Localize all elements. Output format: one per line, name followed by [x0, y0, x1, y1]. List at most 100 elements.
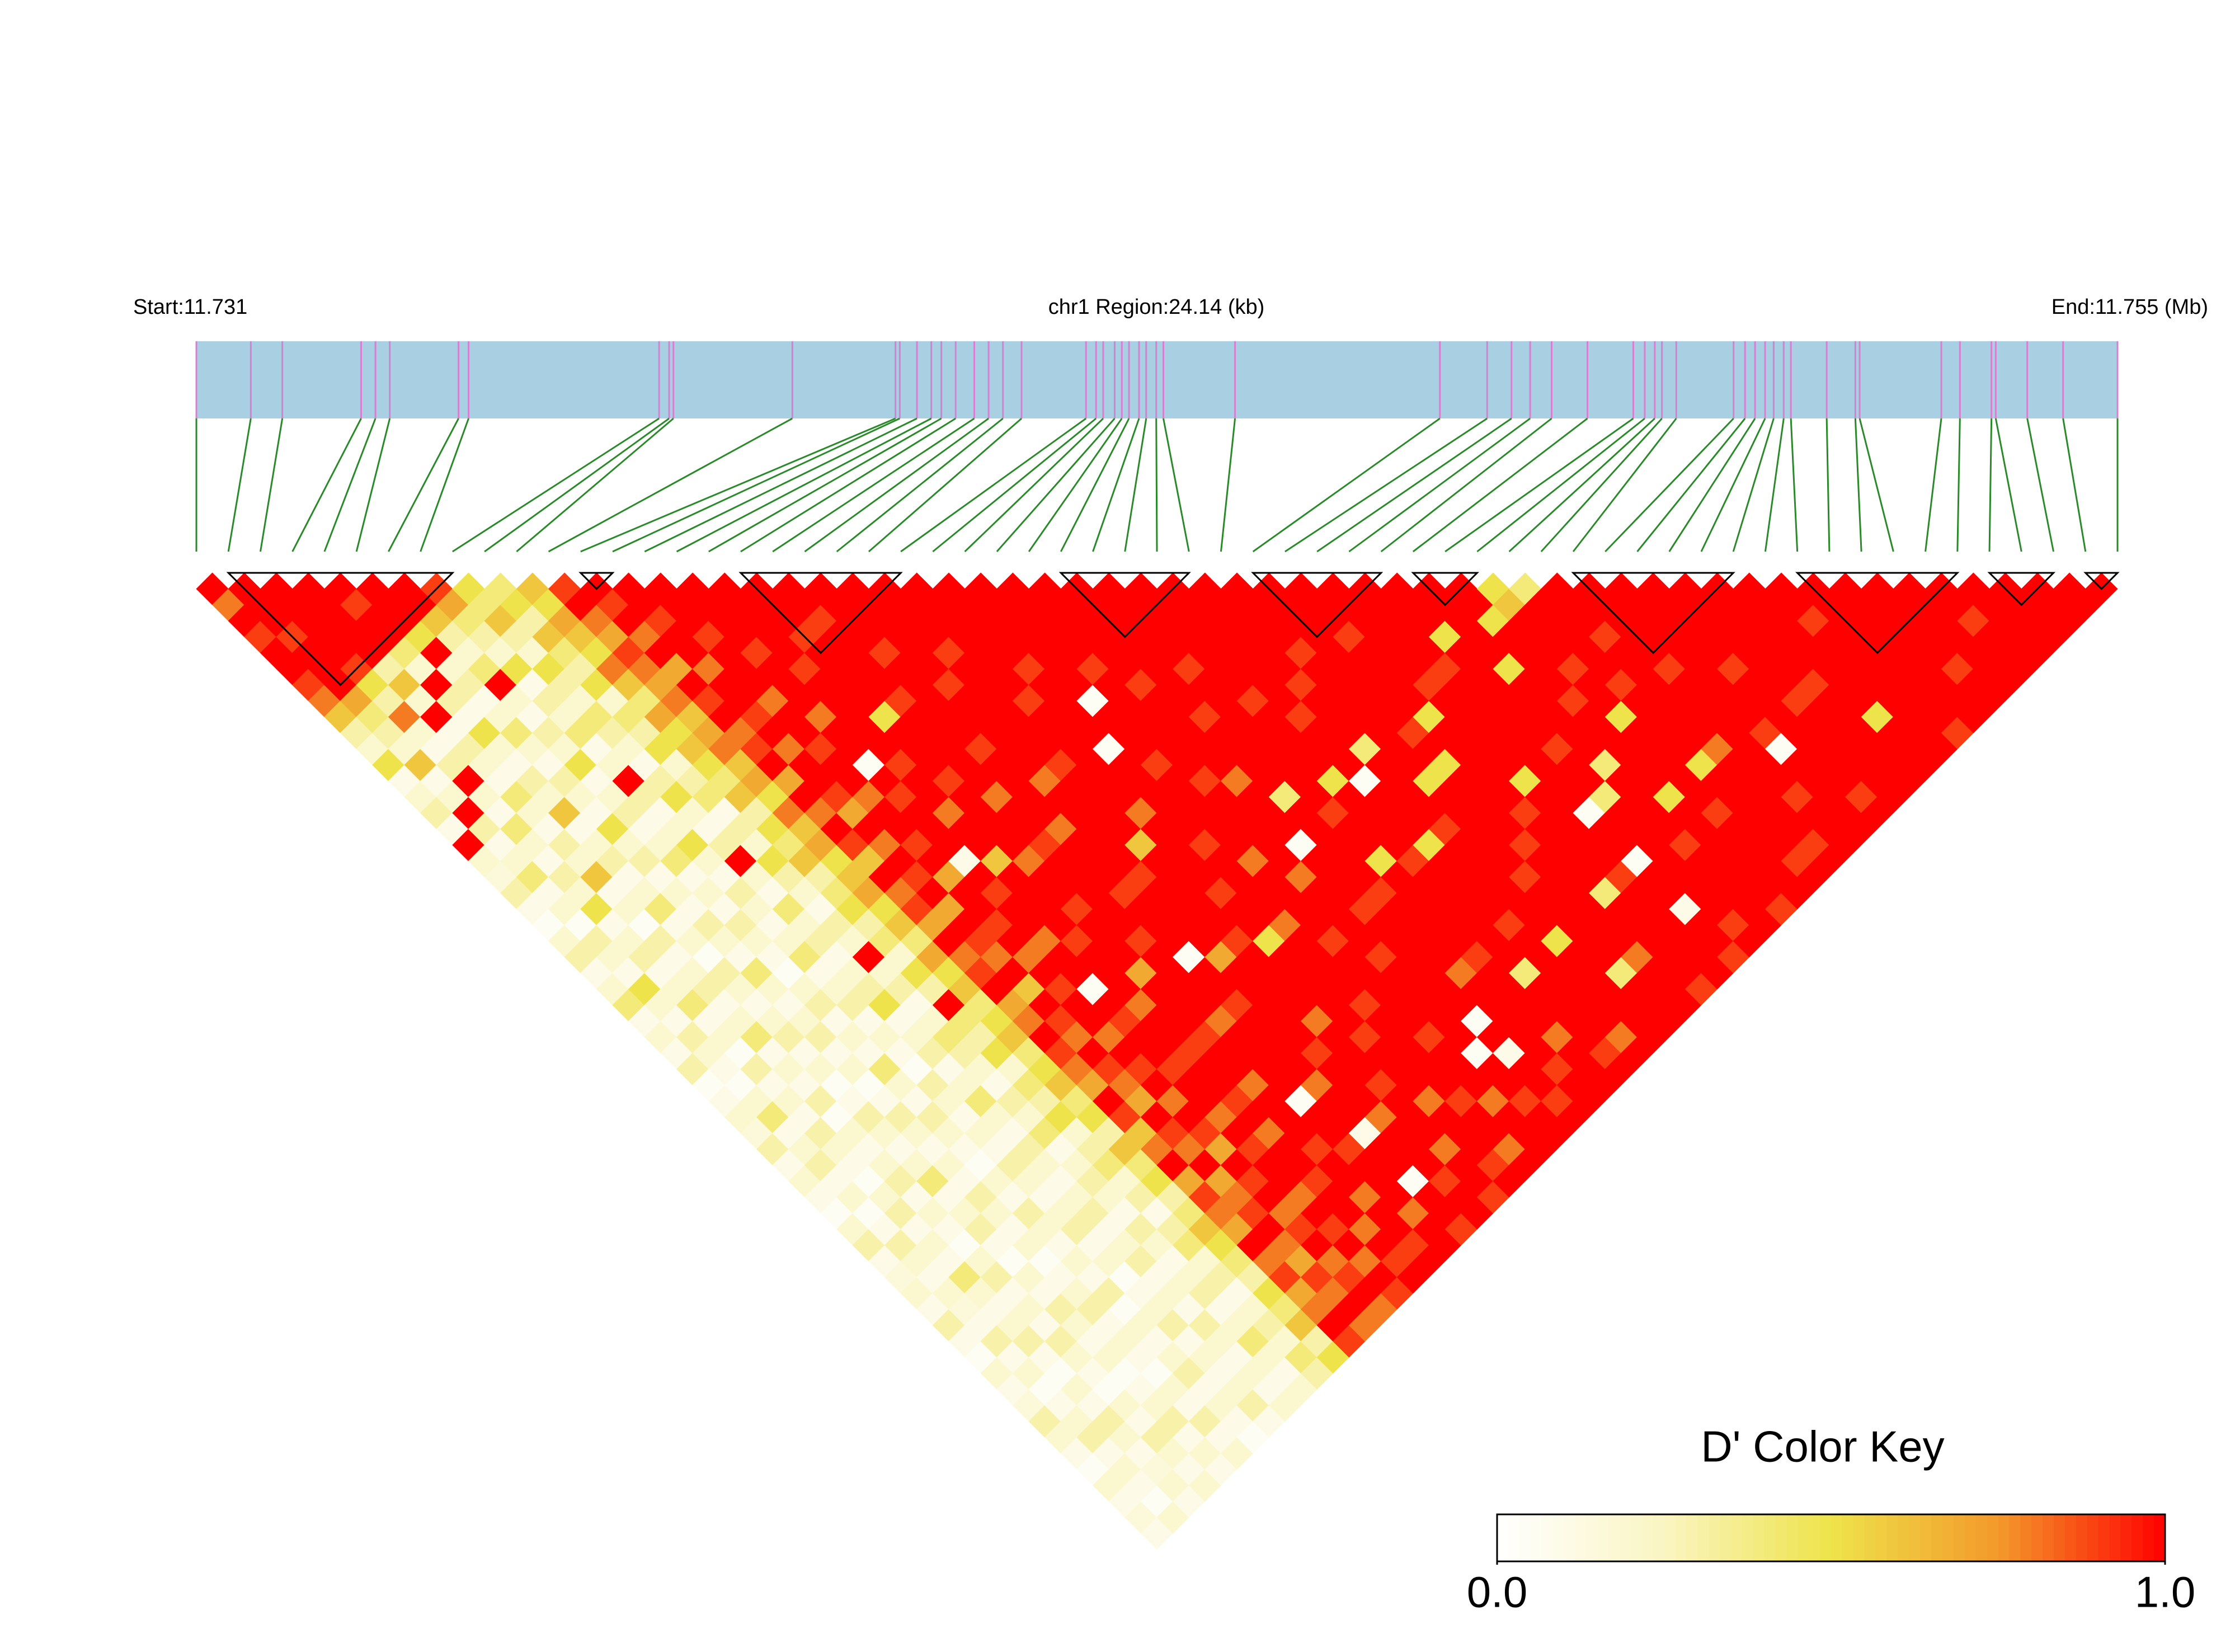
color-key-swatch — [1720, 1514, 1731, 1561]
color-key-swatch — [2020, 1514, 2032, 1561]
snp-link — [484, 417, 670, 553]
snp-link — [1956, 418, 1961, 552]
color-key-swatch — [1730, 1514, 1743, 1561]
snp-link — [1790, 418, 1799, 552]
ld-block — [1987, 572, 2056, 606]
color-key-swatch — [1809, 1514, 1820, 1561]
snp-link — [804, 417, 989, 553]
snp-link — [323, 418, 377, 552]
ld-block — [738, 572, 903, 655]
color-key-swatch — [2031, 1514, 2043, 1561]
snp-link — [1092, 418, 1140, 552]
end-label: End:11.755 (Mb) — [2052, 295, 2208, 319]
snp-link — [1060, 418, 1130, 552]
snp-link — [1854, 418, 1862, 552]
snp-link — [1540, 417, 1663, 553]
snp-link — [676, 417, 932, 553]
color-key-swatch — [1608, 1514, 1620, 1561]
color-key-swatch — [1541, 1514, 1554, 1561]
color-key-swatch — [1630, 1514, 1643, 1561]
snp-link — [1316, 417, 1512, 553]
region-label: chr1 Region:24.14 (kb) — [1048, 295, 1265, 319]
color-key-swatch — [2098, 1514, 2110, 1561]
snp-link — [580, 417, 896, 553]
color-key-swatch — [2009, 1514, 2021, 1561]
color-key-swatch — [1552, 1514, 1564, 1561]
snp-link — [612, 417, 900, 553]
color-key-swatch — [1709, 1514, 1720, 1561]
snp-link — [1572, 418, 1677, 552]
color-key-swatch — [1675, 1514, 1687, 1561]
snp-link — [259, 418, 284, 552]
color-key-swatch — [1653, 1514, 1665, 1561]
snp-link — [420, 418, 469, 552]
snp-link — [1825, 418, 1831, 552]
color-key-swatch — [1753, 1514, 1765, 1561]
snp-link — [452, 417, 660, 553]
snp-link — [1732, 418, 1775, 552]
start-label: Start:11.731 — [133, 295, 247, 319]
color-key-swatch — [1508, 1514, 1520, 1561]
snp-link — [291, 418, 362, 552]
color-key-swatch — [1641, 1514, 1654, 1561]
snp-link — [868, 417, 1022, 553]
snp-link — [996, 418, 1116, 552]
ld-block — [1411, 572, 1479, 606]
snp-link — [1636, 418, 1746, 552]
color-key-swatch — [1775, 1514, 1787, 1561]
color-key-swatch — [1664, 1514, 1676, 1561]
snp-link — [1605, 417, 1734, 553]
color-key-swatch — [1875, 1514, 1888, 1561]
snp-link — [1988, 418, 1993, 552]
color-key-swatch — [1686, 1514, 1698, 1561]
color-key-swatch — [2064, 1514, 2077, 1561]
color-key-title: D' Color Key — [1701, 1422, 1944, 1471]
color-key-swatch — [1909, 1514, 1921, 1561]
color-key-swatch — [1619, 1514, 1631, 1561]
color-key-swatch — [2132, 1514, 2143, 1561]
color-key-swatch — [1975, 1514, 1988, 1561]
color-key-swatch — [2043, 1514, 2054, 1561]
color-key-tick-label: 0.0 — [1467, 1568, 1527, 1617]
snp-link — [1444, 417, 1634, 553]
snp-link — [2062, 418, 2087, 552]
color-key-swatch — [1564, 1514, 1575, 1561]
color-key-swatch — [2154, 1514, 2166, 1561]
snp-link — [836, 417, 1004, 553]
snp-link — [1858, 418, 1894, 552]
color-key-swatch — [2087, 1514, 2099, 1561]
ld-block — [2083, 572, 2120, 590]
color-key-swatch — [1842, 1514, 1854, 1561]
snp-link — [1284, 417, 1488, 553]
snp-link — [1925, 418, 1942, 552]
ld-block — [1571, 572, 1735, 655]
color-key-swatch — [1764, 1514, 1776, 1561]
snp-link — [2026, 418, 2055, 552]
snp-link — [1508, 417, 1655, 553]
snp-link — [772, 417, 975, 553]
color-key-swatch — [1786, 1514, 1798, 1561]
snp-link — [932, 417, 1097, 553]
snp-link — [355, 418, 391, 552]
color-key-swatch — [1953, 1514, 1965, 1561]
snp-link — [1994, 418, 2022, 552]
color-key-swatch — [1931, 1514, 1943, 1561]
ld-block — [226, 572, 455, 686]
color-key-swatch — [1597, 1514, 1609, 1561]
color-key-swatch — [1998, 1514, 2010, 1561]
color-key-border — [1496, 1513, 2166, 1562]
color-key-swatch — [1886, 1514, 1898, 1561]
snp-link — [548, 417, 793, 553]
snp-link — [1220, 418, 1236, 552]
color-key-swatch — [2120, 1514, 2132, 1561]
color-key-swatch — [1697, 1514, 1709, 1561]
color-key-swatch — [1798, 1514, 1809, 1561]
color-key-swatch — [1964, 1514, 1977, 1561]
snp-link — [1252, 417, 1441, 553]
snp-link — [1348, 417, 1531, 553]
color-key-swatch — [2109, 1514, 2121, 1561]
snp-link — [1668, 418, 1756, 552]
color-key-swatch — [1864, 1514, 1876, 1561]
color-key-swatch — [1575, 1514, 1587, 1561]
